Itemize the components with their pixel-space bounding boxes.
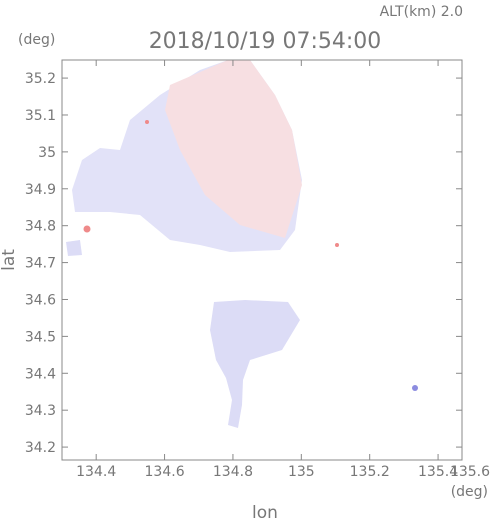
y-tick-label: 35.2 bbox=[25, 71, 56, 87]
x-tick-label: 134.8 bbox=[213, 464, 253, 480]
y-unit: (deg) bbox=[18, 32, 55, 48]
y-tick-label: 34.8 bbox=[25, 219, 56, 235]
y-tick-label: 35 bbox=[38, 145, 56, 161]
y-tick-label: 34.2 bbox=[25, 440, 56, 456]
y-tick-label: 34.3 bbox=[25, 403, 56, 419]
x-tick-label: 135.6 bbox=[450, 464, 490, 480]
x-unit: (deg) bbox=[451, 484, 488, 500]
x-tick-label: 135.2 bbox=[350, 464, 390, 480]
x-tick-label: 134.6 bbox=[145, 464, 185, 480]
altitude-label: ALT(km) 2.0 bbox=[380, 4, 463, 20]
y-tick-label: 34.6 bbox=[25, 292, 56, 308]
y-tick-label: 34.7 bbox=[25, 256, 56, 272]
chart-title: 2018/10/19 07:54:00 bbox=[149, 29, 382, 54]
x-tick-label: 135.4 bbox=[418, 464, 458, 480]
x-tick-label: 135 bbox=[288, 464, 315, 480]
y-tick-label: 34.9 bbox=[25, 182, 56, 198]
x-axis-label: lon bbox=[252, 503, 278, 521]
x-tick-label: 134.4 bbox=[76, 464, 116, 480]
y-axis-label: lat bbox=[0, 249, 19, 271]
y-tick-label: 34.4 bbox=[25, 366, 56, 382]
y-tick-label: 35.1 bbox=[25, 108, 56, 124]
plot-frame bbox=[61, 59, 463, 461]
echo-field bbox=[66, 60, 418, 428]
y-tick-label: 34.5 bbox=[25, 329, 56, 345]
